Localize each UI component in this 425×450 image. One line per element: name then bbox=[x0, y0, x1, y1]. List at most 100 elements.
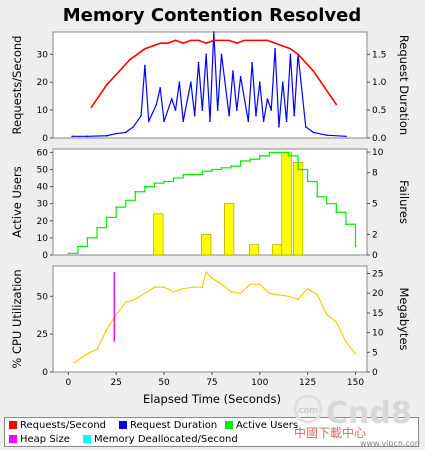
bar-failures bbox=[271, 244, 283, 256]
data-point-request-duration bbox=[274, 47, 276, 50]
data-point-active-users bbox=[287, 155, 290, 157]
data-point-active-users bbox=[182, 173, 184, 176]
y-right-tick-label: 15 bbox=[372, 309, 383, 319]
data-point-cpu bbox=[191, 286, 194, 289]
data-point-active-users bbox=[77, 245, 79, 248]
x-tick-label: 100 bbox=[251, 378, 268, 388]
data-point-requests bbox=[151, 45, 154, 47]
data-point-cpu bbox=[182, 287, 184, 290]
data-point-request-duration bbox=[163, 120, 165, 123]
data-point-request-duration bbox=[247, 120, 250, 123]
data-point-request-duration bbox=[105, 134, 108, 137]
data-point-cpu bbox=[124, 301, 127, 304]
data-point-requests bbox=[228, 39, 230, 42]
data-point-request-duration bbox=[124, 131, 127, 134]
x-tick-label: 0 bbox=[65, 378, 71, 388]
data-point-request-duration bbox=[312, 131, 315, 134]
data-point-active-users bbox=[124, 199, 127, 202]
data-point-cpu bbox=[73, 362, 75, 364]
y-left-tick-label: 25 bbox=[37, 330, 48, 340]
data-point-active-users bbox=[297, 168, 299, 171]
data-point-cpu bbox=[230, 290, 232, 293]
y-right-tick-label: 2 bbox=[372, 230, 378, 240]
data-point-cpu bbox=[354, 353, 357, 355]
data-point-requests bbox=[182, 42, 184, 44]
data-point-request-duration bbox=[140, 114, 142, 117]
data-point-cpu bbox=[211, 277, 213, 279]
legend-label: Requests/Second bbox=[20, 420, 107, 431]
data-point-requests bbox=[98, 95, 100, 97]
x-tick-label: 150 bbox=[347, 378, 364, 388]
legend-label: Memory Deallocated/Second bbox=[94, 434, 238, 445]
data-point-cpu bbox=[316, 293, 319, 296]
data-point-requests bbox=[258, 39, 261, 42]
y-right-axis-label: Request Duration bbox=[397, 35, 411, 135]
data-point-request-duration bbox=[281, 81, 284, 84]
data-point-requests bbox=[320, 81, 322, 84]
bar-failures bbox=[292, 162, 304, 256]
data-point-request-duration bbox=[205, 53, 207, 56]
data-point-request-duration bbox=[239, 75, 242, 78]
data-point-request-duration bbox=[278, 126, 280, 128]
watermark-logo: .com Cnd8 中國下載中心 www.vipcn.com bbox=[293, 394, 420, 447]
legend-item-duration: Request Duration bbox=[119, 420, 217, 431]
data-point-request-duration bbox=[144, 64, 146, 67]
data-point-request-duration bbox=[262, 120, 265, 123]
data-point-request-duration bbox=[155, 103, 158, 106]
data-point-requests bbox=[174, 39, 177, 42]
y-right-tick-label: 0.0 bbox=[372, 134, 387, 144]
data-point-request-duration bbox=[325, 134, 328, 137]
data-point-requests bbox=[312, 70, 315, 72]
y-left-tick-label: 0 bbox=[42, 251, 48, 261]
data-point-requests bbox=[236, 42, 238, 44]
data-point-request-duration bbox=[345, 135, 347, 138]
data-point-requests bbox=[243, 39, 246, 42]
watermark-brand: Cnd8 bbox=[326, 396, 412, 431]
legend-label: Request Duration bbox=[130, 420, 218, 431]
y-right-tick-label: 25 bbox=[372, 269, 383, 279]
data-point-active-users bbox=[258, 155, 261, 157]
data-point-request-duration bbox=[115, 132, 117, 135]
data-point-requests bbox=[281, 45, 284, 47]
data-point-cpu bbox=[220, 283, 223, 285]
y-right-tick-label: 0.5 bbox=[372, 106, 386, 116]
data-point-requests bbox=[220, 39, 223, 42]
data-point-request-duration bbox=[258, 81, 261, 84]
y-right-tick-label: 1.0 bbox=[372, 78, 387, 88]
data-point-request-duration bbox=[71, 135, 73, 138]
data-point-requests bbox=[190, 39, 192, 42]
y-left-tick-label: 0 bbox=[42, 134, 48, 144]
y-right-tick-label: 5 bbox=[372, 348, 378, 358]
y-left-tick-label: 10 bbox=[37, 106, 49, 116]
y-right-axis-label: Megabytes bbox=[397, 287, 411, 350]
bar-failures bbox=[248, 244, 260, 256]
data-point-active-users bbox=[354, 245, 357, 248]
data-point-active-users bbox=[306, 180, 309, 183]
data-point-cpu bbox=[115, 313, 117, 316]
data-point-active-users bbox=[153, 182, 156, 184]
data-point-active-users bbox=[163, 180, 165, 183]
y-left-axis-label: Requests/Second bbox=[10, 36, 24, 135]
data-point-cpu bbox=[345, 340, 347, 343]
data-point-requests bbox=[297, 53, 299, 56]
y-left-axis-label: % CPU Utilization bbox=[10, 269, 24, 368]
data-point-requests bbox=[144, 47, 146, 50]
legend: Requests/Second Request Duration Active … bbox=[4, 417, 419, 447]
data-point-request-duration bbox=[220, 53, 223, 56]
y-right-tick-label: 0 bbox=[372, 251, 378, 261]
data-point-cpu bbox=[306, 287, 309, 290]
y-left-tick-label: 30 bbox=[37, 200, 49, 210]
y-right-tick-label: 8 bbox=[372, 169, 378, 179]
data-point-requests bbox=[136, 53, 139, 56]
y-right-tick-label: 5 bbox=[372, 200, 378, 210]
data-point-active-users bbox=[144, 185, 146, 188]
data-point-cpu bbox=[325, 313, 328, 316]
data-point-active-users bbox=[230, 165, 232, 167]
data-point-request-duration bbox=[190, 81, 192, 84]
legend-label: Active Users bbox=[236, 420, 299, 431]
data-point-request-duration bbox=[266, 98, 269, 100]
x-tick-label: 75 bbox=[206, 378, 217, 388]
y-left-tick-label: 30 bbox=[37, 50, 49, 60]
data-point-active-users bbox=[115, 206, 117, 208]
data-point-request-duration bbox=[213, 31, 215, 33]
